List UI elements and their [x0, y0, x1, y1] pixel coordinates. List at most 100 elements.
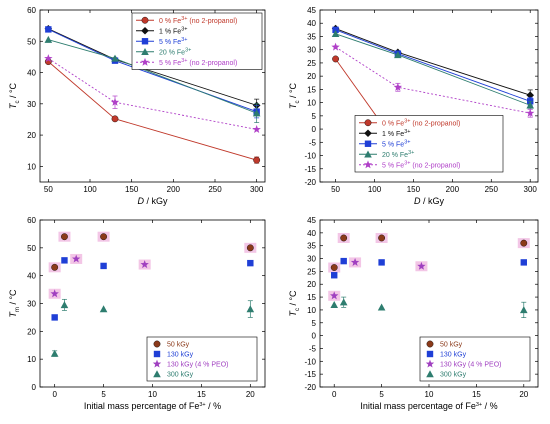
data-point [51, 263, 59, 271]
y-tick-label: -20 [304, 178, 316, 187]
legend-marker [363, 160, 373, 169]
legend-label: 5 % Fe3+ [382, 139, 410, 148]
legend-C: 50 kGy 130 kGy 130 kGy (4 % PEO) 300 kGy [146, 336, 258, 382]
legend-marker [153, 370, 161, 378]
data-point [140, 260, 149, 269]
y-tick-label: 45 [307, 6, 316, 15]
legend-marker [140, 57, 150, 66]
legend-marker [153, 350, 161, 358]
x-tick-label: 150 [407, 185, 421, 194]
data-point [111, 115, 119, 123]
series-B-1 [331, 24, 535, 101]
x-tick-label: 10 [148, 390, 157, 399]
series-B-4 [331, 42, 535, 118]
data-point [72, 254, 81, 263]
y-tick-label: 60 [27, 6, 36, 15]
data-point [393, 82, 403, 91]
legend-label: 130 kGy (4 % PEO) [440, 362, 501, 369]
data-point [246, 305, 255, 313]
legend-marker [364, 119, 372, 127]
data-point [350, 257, 360, 266]
y-tick-label: 5 [312, 319, 317, 328]
data-point [44, 35, 53, 43]
y-tick-label: 15 [307, 293, 316, 302]
data-point [332, 55, 339, 63]
y-tick-label: 30 [307, 46, 316, 55]
y-tick-label: 10 [27, 355, 36, 364]
data-point [526, 108, 535, 117]
legend-label: 1 % Fe3+ [382, 129, 410, 138]
y-tick-label: 40 [27, 69, 36, 78]
data-point [60, 301, 69, 309]
x-tick-label: 150 [125, 185, 139, 194]
legend-A: 0 % Fe3+ (no 2-propanol)1 % Fe3+ 5 % Fe3+… [131, 12, 263, 70]
y-tick-label: 20 [307, 72, 316, 81]
data-point [340, 234, 348, 242]
data-point [378, 234, 386, 242]
x-axis-label: D / kGy [414, 196, 445, 206]
y-tick-label: 30 [27, 300, 36, 309]
y-tick-label: -5 [309, 138, 317, 147]
x-tick-label: 0 [332, 390, 337, 399]
series-C-2 [48, 253, 151, 299]
data-point [252, 125, 261, 134]
legend-box [354, 115, 504, 173]
x-tick-label: 250 [485, 185, 499, 194]
y-tick-label: -15 [304, 165, 316, 174]
series-D-3 [330, 296, 528, 318]
y-tick-label: 20 [307, 280, 316, 289]
x-tick-label: 300 [524, 185, 538, 194]
legend-marker [152, 359, 162, 368]
y-tick-label: -15 [304, 370, 316, 379]
legend-marker [141, 16, 149, 24]
data-point [100, 233, 107, 241]
y-tick-label: 10 [27, 162, 36, 171]
chart-D: 0 5 10 15 20 -20 -15 -10 -5 0 5 10 15 20 25 30 35 40 45 Ini… [288, 216, 539, 411]
x-tick-label: 5 [101, 390, 106, 399]
legend-marker [364, 129, 372, 138]
x-axis-label: Initial mass percentage of Fe3+ / % [84, 401, 221, 411]
x-tick-label: 20 [519, 390, 528, 399]
legend-label: 1 % Fe3+ [159, 26, 187, 35]
data-point [394, 51, 402, 59]
legend-label: 5 % Fe3+ (no 2-propanol) [382, 160, 460, 169]
data-point [330, 300, 339, 308]
data-point [44, 54, 53, 63]
series-line [335, 29, 531, 102]
series-line [335, 28, 531, 96]
x-axis-label: D / kGy [137, 196, 168, 206]
series-D-0 [328, 232, 530, 273]
chart-B: 50 100 150 200 250 300 -20 -15 -10 -5 0 5 10 15 20 25 30… [288, 6, 539, 206]
series-C-0 [48, 231, 257, 273]
plot-frame [39, 9, 266, 183]
legend-label: 130 kGy [440, 352, 467, 359]
data-point [50, 349, 59, 357]
y-tick-label: 20 [27, 327, 36, 336]
legend-label: 50 kGy [167, 342, 190, 349]
legend-marker [425, 359, 435, 368]
data-point [520, 259, 527, 266]
plot-frame [319, 9, 539, 183]
legend-marker [426, 350, 434, 358]
legend-marker [364, 140, 372, 147]
series-B-3 [331, 30, 535, 110]
y-axis-label: Tc / °C [288, 290, 301, 317]
data-point [331, 272, 338, 279]
y-tick-label: -5 [309, 344, 317, 353]
series-A-0 [44, 58, 261, 164]
series-line [48, 61, 257, 161]
series-C-3 [50, 298, 255, 357]
data-point [61, 233, 68, 241]
y-tick-label: 10 [307, 306, 316, 315]
x-tick-label: 50 [331, 185, 340, 194]
y-tick-label: 30 [307, 255, 316, 264]
data-point [253, 156, 261, 164]
legend-label: 5 % Fe3+ [159, 37, 187, 46]
y-tick-label: 40 [27, 272, 36, 281]
legend-label: 20 % Fe3+ [159, 47, 191, 56]
data-point [252, 109, 261, 117]
y-tick-label: 30 [27, 100, 36, 109]
y-tick-label: 25 [307, 59, 316, 68]
x-tick-label: 250 [208, 185, 222, 194]
